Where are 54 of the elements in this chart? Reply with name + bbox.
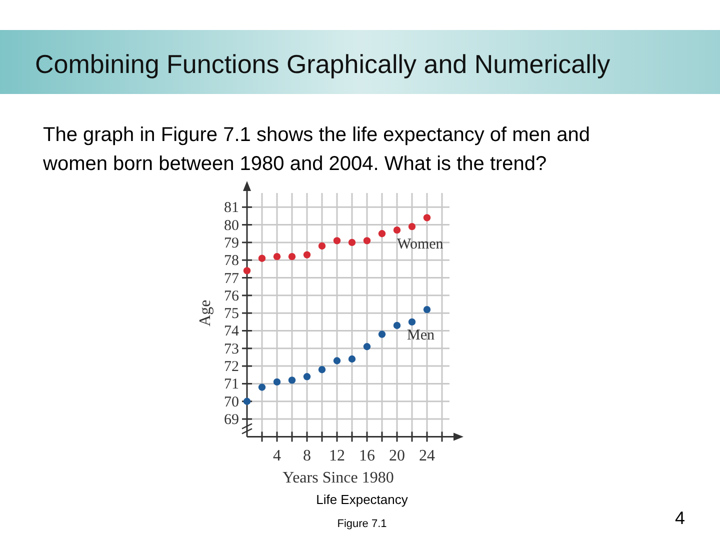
y-tick-label: 72 xyxy=(224,359,239,376)
point xyxy=(273,252,281,260)
y-tick-label: 74 xyxy=(224,324,240,340)
point xyxy=(393,226,401,234)
y-tick-label: 77 xyxy=(224,270,240,287)
point xyxy=(348,238,356,246)
caption: Figure 7.1 xyxy=(337,518,387,530)
point xyxy=(288,376,296,384)
point xyxy=(378,230,386,238)
x-tick-label: 20 xyxy=(389,448,405,465)
text: 4 xyxy=(674,508,686,528)
y-tick-label: 79 xyxy=(224,235,239,252)
series-label: Men xyxy=(407,328,435,344)
y-tick-label: 71 xyxy=(224,376,239,393)
point xyxy=(348,355,356,363)
point xyxy=(318,366,326,374)
point xyxy=(393,322,401,330)
x-tick-label: 16 xyxy=(359,448,375,465)
y-tick-label: 76 xyxy=(224,288,240,304)
chart-subtitle: The graph in Figure 7.1 shows the life expectancy of men and women born between 1980 and 2004. What is the trend? xyxy=(42,124,590,175)
point xyxy=(318,242,326,250)
x-tick-label: 8 xyxy=(303,448,311,465)
x-tick-label: 4 xyxy=(273,448,281,465)
point xyxy=(303,251,311,258)
y-tick-label: 73 xyxy=(224,341,239,358)
point xyxy=(408,222,416,230)
text: Life Expectancy xyxy=(316,492,408,507)
y-tick-label: 69 xyxy=(224,412,239,428)
y-axis-title: Age xyxy=(197,300,214,326)
point xyxy=(423,306,431,314)
point xyxy=(333,237,341,244)
y-tick-label: 81 xyxy=(224,200,239,216)
y-tick-label: 70 xyxy=(224,394,239,410)
x-tick-label: 24 xyxy=(419,448,435,465)
point xyxy=(408,318,416,326)
x-axis-title: Years Since 1980 xyxy=(282,470,394,487)
y-tick-label: 78 xyxy=(224,253,239,270)
point xyxy=(243,398,251,405)
y-tick-label: 80 xyxy=(224,218,239,234)
y-tick-label: 75 xyxy=(224,306,239,322)
point xyxy=(273,378,281,386)
series-label: Women xyxy=(397,236,444,253)
point xyxy=(363,343,371,350)
point xyxy=(363,237,371,244)
point xyxy=(258,254,266,262)
point xyxy=(288,252,296,260)
point xyxy=(258,384,266,391)
point xyxy=(378,330,386,338)
x-tick-label: 12 xyxy=(329,448,345,465)
chart-title: Combining Functions Graphically and Numerically xyxy=(35,49,610,79)
point xyxy=(243,267,251,274)
point xyxy=(333,357,341,364)
point xyxy=(303,373,311,380)
point xyxy=(423,214,431,222)
